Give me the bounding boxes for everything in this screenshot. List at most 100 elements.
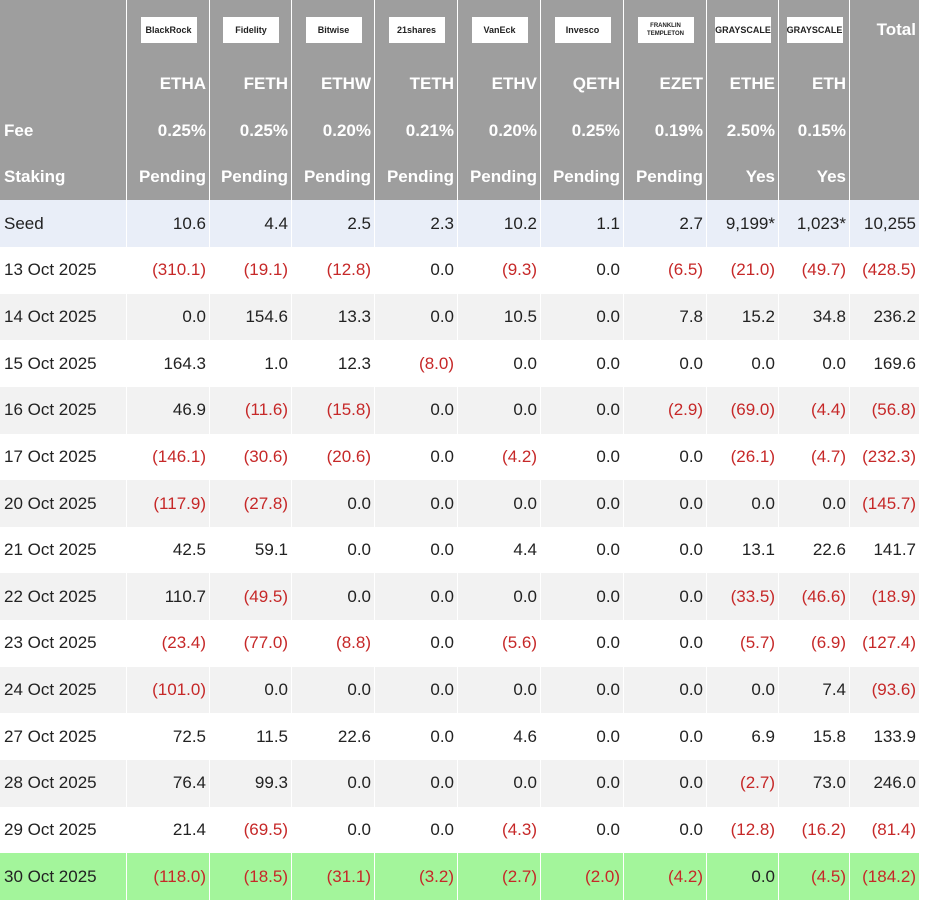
cell-value: (4.5) <box>779 853 850 900</box>
cell-value: 0.0 <box>624 713 707 760</box>
cell-value: 10.2 <box>458 200 541 248</box>
cell-value: (8.8) <box>292 620 375 667</box>
cell-value: (33.5) <box>707 573 779 621</box>
cell-value: (20.6) <box>292 433 375 481</box>
row-label: 27 Oct 2025 <box>0 713 127 760</box>
cell-value: 0.0 <box>210 666 292 714</box>
cell-value: 0.0 <box>292 759 375 807</box>
cell-value: 246.0 <box>850 759 920 807</box>
cell-value: 0.20% <box>458 107 541 154</box>
cell-value: 0.0 <box>541 386 624 434</box>
ticker: ETHA <box>127 60 210 108</box>
ticker: EZET <box>624 60 707 108</box>
cell-value: 0.0 <box>624 759 707 807</box>
cell-value: Yes <box>707 153 779 201</box>
cell-value: (27.8) <box>210 480 292 527</box>
cell-value: 164.3 <box>127 340 210 387</box>
cell-value: 0.0 <box>375 666 458 714</box>
cell-value: 0.0 <box>458 386 541 434</box>
cell-value: 0.0 <box>707 853 779 900</box>
cell-value: Pending <box>375 153 458 201</box>
cell-value: (2.7) <box>707 759 779 807</box>
table-row: 22 Oct 2025 110.7 (49.5) 0.0 0.0 0.0 0.0 0.0 (33… <box>0 573 920 621</box>
row-label: 29 Oct 2025 <box>0 806 127 854</box>
issuer-logo: FRANKLIN TEMPLETON <box>637 17 694 44</box>
cell-value: 0.0 <box>292 806 375 854</box>
cell-value: (69.5) <box>210 806 292 854</box>
cell-value: 0.0 <box>375 247 458 294</box>
cell-value: (19.1) <box>210 247 292 294</box>
row-label: 24 Oct 2025 <box>0 666 127 714</box>
issuer-logo: 21shares <box>388 17 445 44</box>
cell-value: 0.0 <box>375 806 458 854</box>
ticker: TETH <box>375 60 458 108</box>
cell-value: 0.0 <box>624 573 707 621</box>
table-row: 24 Oct 2025 (101.0) 0.0 0.0 0.0 0.0 0.0 0.0 0.0 7… <box>0 666 920 714</box>
cell-value: (15.8) <box>292 386 375 434</box>
row-label: 17 Oct 2025 <box>0 433 127 481</box>
cell-value: 10.6 <box>127 200 210 248</box>
cell-value: 169.6 <box>850 340 920 387</box>
table-row: Seed 10.6 4.4 2.5 2.3 10.2 1.1 2.7 9,199* 1,023* 1… <box>0 200 920 248</box>
cell-value: 0.0 <box>541 713 624 760</box>
cell-value: 99.3 <box>210 759 292 807</box>
row-label: 15 Oct 2025 <box>0 340 127 387</box>
cell-value: (26.1) <box>707 433 779 481</box>
cell-value: (12.8) <box>707 806 779 854</box>
row-label: 13 Oct 2025 <box>0 247 127 294</box>
cell-value: (8.0) <box>375 340 458 387</box>
cell-value: (184.2) <box>850 853 920 900</box>
ticker-row: ETHA FETH ETHW TETH ETHV QETH EZET ETHE ETH <box>0 60 920 108</box>
corner-cell <box>0 60 127 108</box>
cell-value: 0.0 <box>292 526 375 574</box>
cell-value: 6.9 <box>707 713 779 760</box>
logo-cell: Invesco <box>541 0 624 61</box>
cell-value: 0.0 <box>707 666 779 714</box>
cell-value: 0.0 <box>292 573 375 621</box>
cell-value: 22.6 <box>779 526 850 574</box>
table-row: 13 Oct 2025 (310.1) (19.1) (12.8) 0.0 (9.3) 0.… <box>0 247 920 294</box>
cell-value: 0.0 <box>541 480 624 527</box>
cell-value: 10.5 <box>458 293 541 341</box>
cell-value: 15.8 <box>779 713 850 760</box>
issuer-logo: Fidelity <box>223 17 279 44</box>
row-label: 23 Oct 2025 <box>0 620 127 667</box>
cell-value: Pending <box>541 153 624 201</box>
cell-value: (118.0) <box>127 853 210 900</box>
issuer-logo: Bitwise <box>305 17 362 44</box>
cell-value: 0.20% <box>292 107 375 154</box>
row-label: Staking <box>0 153 127 201</box>
cell-value: (11.6) <box>210 386 292 434</box>
cell-value: 9,199* <box>707 200 779 248</box>
cell-value: 0.0 <box>541 620 624 667</box>
cell-value: (4.4) <box>779 386 850 434</box>
logo-cell: FRANKLIN TEMPLETON <box>624 0 707 61</box>
total-header: Total <box>850 0 920 61</box>
table-row: 15 Oct 2025 164.3 1.0 12.3 (8.0) 0.0 0.0 0.0 0.0… <box>0 340 920 387</box>
cell-value: 0.0 <box>458 340 541 387</box>
logo-cell: BlackRock <box>127 0 210 61</box>
ticker: QETH <box>541 60 624 108</box>
table-row: Staking Pending Pending Pending Pending Pendi… <box>0 153 920 201</box>
cell-value: 15.2 <box>707 293 779 341</box>
cell-value: Yes <box>779 153 850 201</box>
cell-value: 0.0 <box>375 620 458 667</box>
row-label: 28 Oct 2025 <box>0 759 127 807</box>
cell-value: 0.0 <box>375 480 458 527</box>
cell-value: 42.5 <box>127 526 210 574</box>
cell-value: 0.0 <box>375 713 458 760</box>
cell-value: (23.4) <box>127 620 210 667</box>
issuer-logo: GRAYSCALE <box>786 17 843 44</box>
cell-value: (6.9) <box>779 620 850 667</box>
cell-value: 11.5 <box>210 713 292 760</box>
cell-value: 141.7 <box>850 526 920 574</box>
cell-value: (101.0) <box>127 666 210 714</box>
cell-value: Pending <box>127 153 210 201</box>
cell-value: 0.0 <box>127 293 210 341</box>
cell-value: 12.3 <box>292 340 375 387</box>
cell-value: 0.0 <box>375 573 458 621</box>
cell-value: 7.4 <box>779 666 850 714</box>
